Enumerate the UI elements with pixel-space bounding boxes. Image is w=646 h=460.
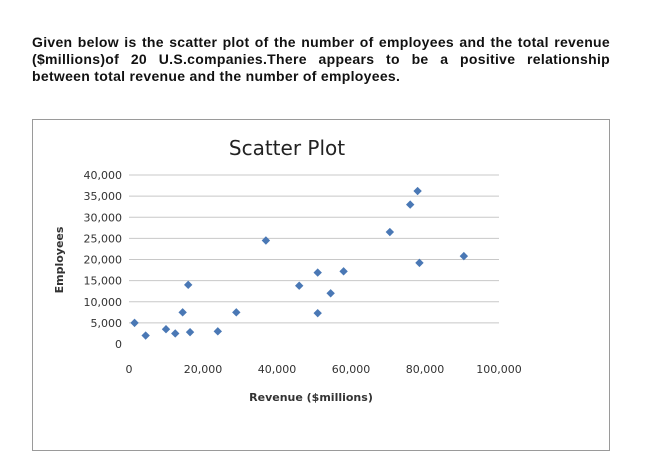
x-tick-label: 20,000 xyxy=(184,363,223,376)
x-axis-label: Revenue ($millions) xyxy=(249,391,373,404)
scatter-chart: Scatter Plot 0 5,000 10,000 15,000 20,000 25,… xyxy=(53,136,522,404)
data-point xyxy=(184,280,193,290)
y-tick-label: 35,000 xyxy=(84,190,123,203)
data-point xyxy=(178,308,187,317)
data-point xyxy=(232,308,241,317)
data-point xyxy=(171,329,180,338)
data-point xyxy=(459,251,469,261)
y-tick-label: 10,000 xyxy=(84,296,123,309)
data-point xyxy=(413,186,422,196)
y-tick-label: 25,000 xyxy=(84,232,123,245)
x-tick-label: 0 xyxy=(126,363,133,376)
data-point xyxy=(326,289,335,298)
intro-paragraph: Given below is the scatter plot of the n… xyxy=(32,34,610,84)
data-point xyxy=(415,258,424,268)
chart-frame: Scatter Plot 0 5,000 10,000 15,000 20,000 25,… xyxy=(32,119,610,451)
data-point xyxy=(213,327,222,336)
y-tick-label: 0 xyxy=(115,338,122,351)
gridlines xyxy=(129,174,499,324)
data-points xyxy=(130,186,469,340)
y-tick-label: 15,000 xyxy=(84,275,123,288)
data-point xyxy=(130,318,139,328)
y-axis-label: Employees xyxy=(53,226,66,293)
data-point xyxy=(385,227,395,237)
x-tick-label: 40,000 xyxy=(258,363,297,376)
x-tick-label: 100,000 xyxy=(476,363,522,376)
y-tick-labels: 0 5,000 10,000 15,000 20,000 25,000 30,000 35,0… xyxy=(84,169,123,351)
chart-title: Scatter Plot xyxy=(229,136,345,160)
data-point xyxy=(295,281,304,290)
y-tick-label: 40,000 xyxy=(84,169,123,182)
y-tick-label: 30,000 xyxy=(84,211,123,224)
data-point xyxy=(185,327,195,337)
y-tick-label: 20,000 xyxy=(84,254,123,267)
data-point xyxy=(141,331,150,340)
data-point xyxy=(313,268,322,277)
y-tick-label: 5,000 xyxy=(91,317,123,330)
data-point xyxy=(406,200,415,209)
x-tick-label: 80,000 xyxy=(406,363,445,376)
data-point xyxy=(161,325,171,334)
x-tick-label: 60,000 xyxy=(332,363,371,376)
data-point xyxy=(261,236,271,245)
data-point xyxy=(339,267,348,276)
x-tick-labels: 0 20,000 40,000 60,000 80,000 100,000 xyxy=(126,363,522,376)
data-point xyxy=(313,308,322,318)
